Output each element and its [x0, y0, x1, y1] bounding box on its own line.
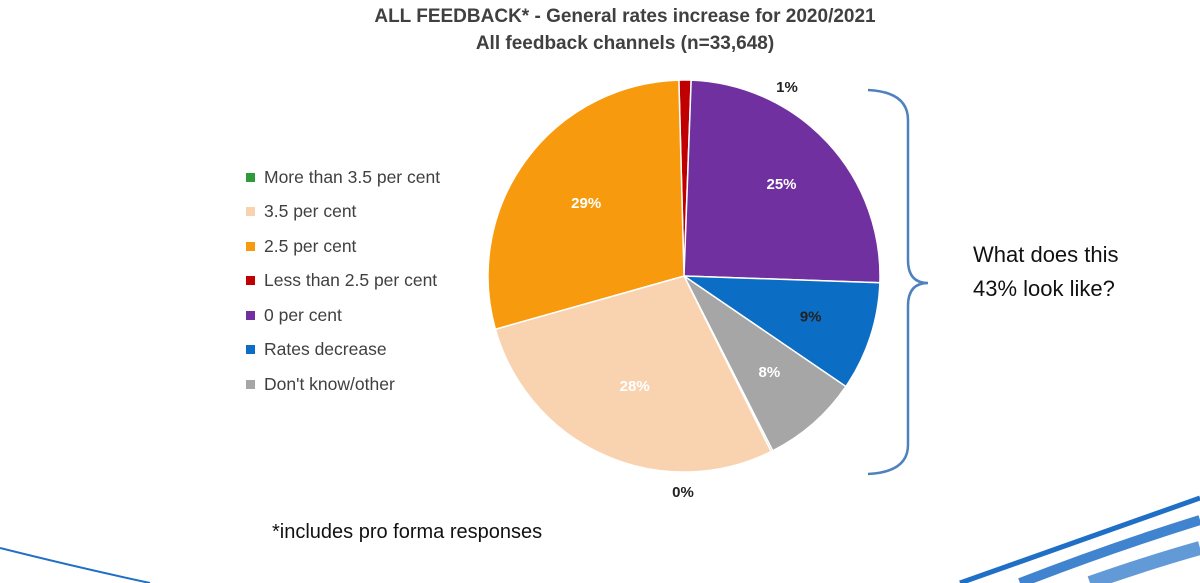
decor-swoosh-right-2: [1018, 515, 1200, 583]
legend-item-less-than-2-5: Less than 2.5 per cent: [246, 264, 440, 299]
pie-slice-rates-decrease: [681, 275, 881, 388]
data-label-don-t-know-other: 8%: [759, 364, 781, 381]
annotation-line-1: What does this: [973, 242, 1119, 267]
legend-label: 3.5 per cent: [264, 201, 357, 222]
pie-slice-0-per-cent: [683, 79, 881, 284]
data-label-less-than-2-5-per-cent: 1%: [776, 79, 798, 96]
pie-slice-3-5-per-cent: [494, 275, 773, 473]
pie-slice-2-5-per-cent: [487, 79, 685, 331]
data-label-rates-decrease: 9%: [800, 308, 822, 325]
data-label-3-5-per-cent: 28%: [620, 378, 650, 395]
legend-item-0-per-cent: 0 per cent: [246, 298, 440, 333]
legend-item-3-5: 3.5 per cent: [246, 195, 440, 230]
data-label-0-per-cent: 25%: [766, 176, 796, 193]
legend-label: More than 3.5 per cent: [264, 166, 441, 187]
annotation-question: What does this 43% look like?: [973, 238, 1119, 306]
legend-swatch: [246, 207, 255, 217]
data-label-2-5-per-cent: 29%: [571, 195, 601, 212]
legend-label: 0 per cent: [264, 304, 342, 325]
legend-swatch: [246, 379, 255, 389]
chart-subtitle: All feedback channels (n=33,648): [475, 33, 775, 54]
legend-swatch: [246, 310, 255, 320]
legend-label: Don't know/other: [264, 373, 395, 394]
legend-item-rates-decrease: Rates decrease: [246, 333, 440, 368]
chart-title: ALL FEEDBACK* - General rates increase f…: [374, 6, 876, 27]
legend-label: 2.5 per cent: [264, 235, 357, 256]
legend-item-2-5: 2.5 per cent: [246, 229, 440, 264]
data-label-more-than-3-5-per-cent: 0%: [672, 484, 694, 501]
legend-label: Less than 2.5 per cent: [264, 270, 438, 291]
background-decoration: [0, 495, 1200, 583]
annotation-line-2: 43% look like?: [973, 276, 1115, 301]
chart-legend: More than 3.5 per cent 3.5 per cent 2.5 …: [246, 160, 440, 402]
legend-swatch: [246, 241, 255, 251]
pie-slice-don-t-know-other: [683, 275, 847, 452]
legend-item-more-than-3-5: More than 3.5 per cent: [246, 160, 440, 195]
legend-item-dont-know: Don't know/other: [246, 367, 440, 402]
decor-swoosh-left: [0, 547, 151, 583]
decor-swoosh-right-1: [959, 495, 1200, 583]
legend-swatch: [246, 172, 255, 182]
brace-bracket: [867, 88, 929, 476]
legend-swatch: [246, 345, 255, 355]
legend-swatch: [246, 276, 255, 286]
footnote: *includes pro forma responses: [272, 521, 543, 543]
decor-swoosh-right-3: [1087, 541, 1200, 583]
legend-label: Rates decrease: [264, 339, 387, 360]
